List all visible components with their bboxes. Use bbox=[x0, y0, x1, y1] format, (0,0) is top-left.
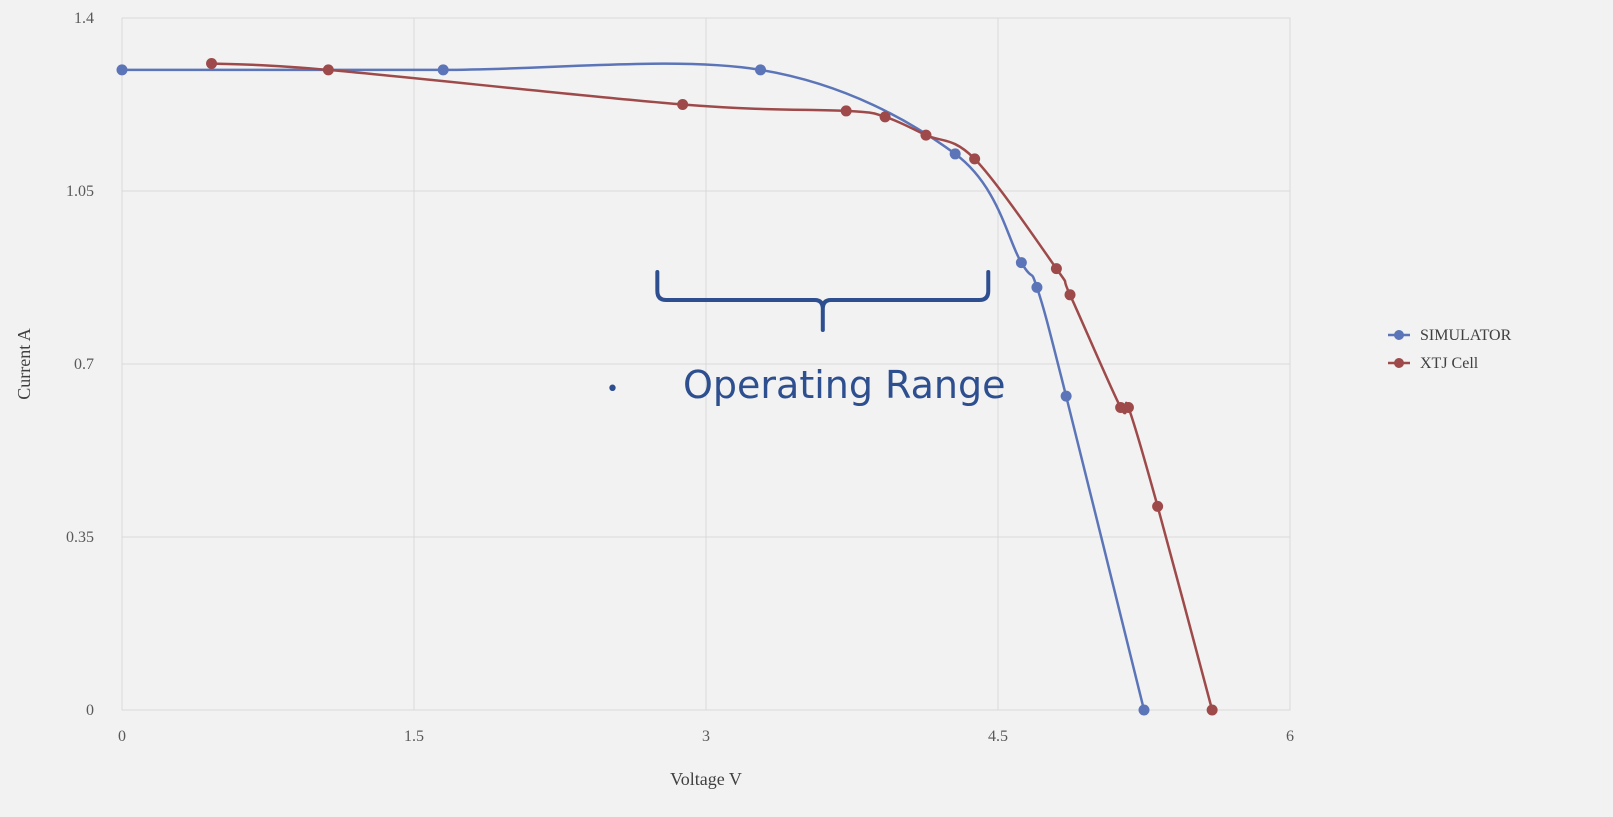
data-point-xtj-cell bbox=[969, 153, 981, 165]
data-point-simulator bbox=[116, 64, 128, 76]
y-axis-title: Current A bbox=[14, 328, 34, 400]
operating-range-annotation: • Operating Range bbox=[606, 270, 1006, 407]
data-point-simulator bbox=[1060, 390, 1072, 402]
y-tick-label: 1.4 bbox=[74, 10, 94, 27]
data-point-simulator bbox=[755, 64, 767, 76]
data-point-xtj-cell bbox=[1050, 263, 1062, 275]
data-point-simulator bbox=[1138, 704, 1150, 716]
series-xtj-cell bbox=[206, 57, 1218, 716]
y-tick-labels: 0 0.35 0.7 1.05 1.4 bbox=[66, 10, 94, 719]
data-point-simulator bbox=[949, 148, 961, 160]
legend-item-xtj-cell: XTJ Cell bbox=[1388, 355, 1479, 372]
data-point-xtj-cell bbox=[677, 99, 689, 110]
data-point-xtj-cell bbox=[322, 64, 334, 76]
series-layer bbox=[116, 57, 1218, 716]
annotation-bullet: • bbox=[606, 377, 619, 402]
data-point-simulator bbox=[1015, 257, 1027, 269]
x-tick-label: 6 bbox=[1286, 728, 1294, 745]
y-tick-label: 0.35 bbox=[66, 529, 94, 546]
x-tick-label: 3 bbox=[702, 728, 710, 745]
y-tick-label: 0.7 bbox=[74, 356, 94, 373]
legend-item-simulator: SIMULATOR bbox=[1388, 327, 1512, 344]
y-tick-label: 0 bbox=[86, 702, 94, 719]
operating-range-brace bbox=[655, 270, 991, 332]
data-point-simulator bbox=[437, 64, 449, 76]
data-point-xtj-cell bbox=[206, 57, 218, 69]
data-point-xtj-cell bbox=[1115, 401, 1127, 413]
data-point-simulator bbox=[1031, 281, 1043, 293]
data-point-xtj-cell bbox=[1064, 289, 1076, 301]
data-point-xtj-cell bbox=[920, 129, 932, 141]
x-axis-title: Voltage V bbox=[670, 769, 742, 789]
y-tick-label: 1.05 bbox=[66, 183, 94, 200]
data-point-xtj-cell bbox=[1206, 704, 1218, 716]
plot-area-border bbox=[121, 17, 1291, 711]
series-simulator bbox=[116, 62, 1150, 716]
data-point-xtj-cell bbox=[1152, 500, 1164, 512]
x-tick-labels: 0 1.5 3 4.5 6 bbox=[118, 728, 1294, 745]
legend: SIMULATOR XTJ Cell bbox=[1388, 327, 1512, 372]
x-tick-label: 0 bbox=[118, 728, 126, 745]
x-tick-label: 4.5 bbox=[988, 728, 1008, 745]
data-point-xtj-cell bbox=[1122, 401, 1134, 413]
data-point-xtj-cell bbox=[840, 105, 852, 117]
x-tick-label: 1.5 bbox=[404, 728, 424, 745]
annotation-label: Operating Range bbox=[683, 363, 1006, 407]
data-point-xtj-cell bbox=[879, 111, 891, 123]
legend-swatch-marker bbox=[1394, 358, 1404, 368]
legend-label: XTJ Cell bbox=[1420, 355, 1479, 372]
legend-swatch-marker bbox=[1394, 330, 1404, 340]
legend-label: SIMULATOR bbox=[1420, 327, 1512, 344]
